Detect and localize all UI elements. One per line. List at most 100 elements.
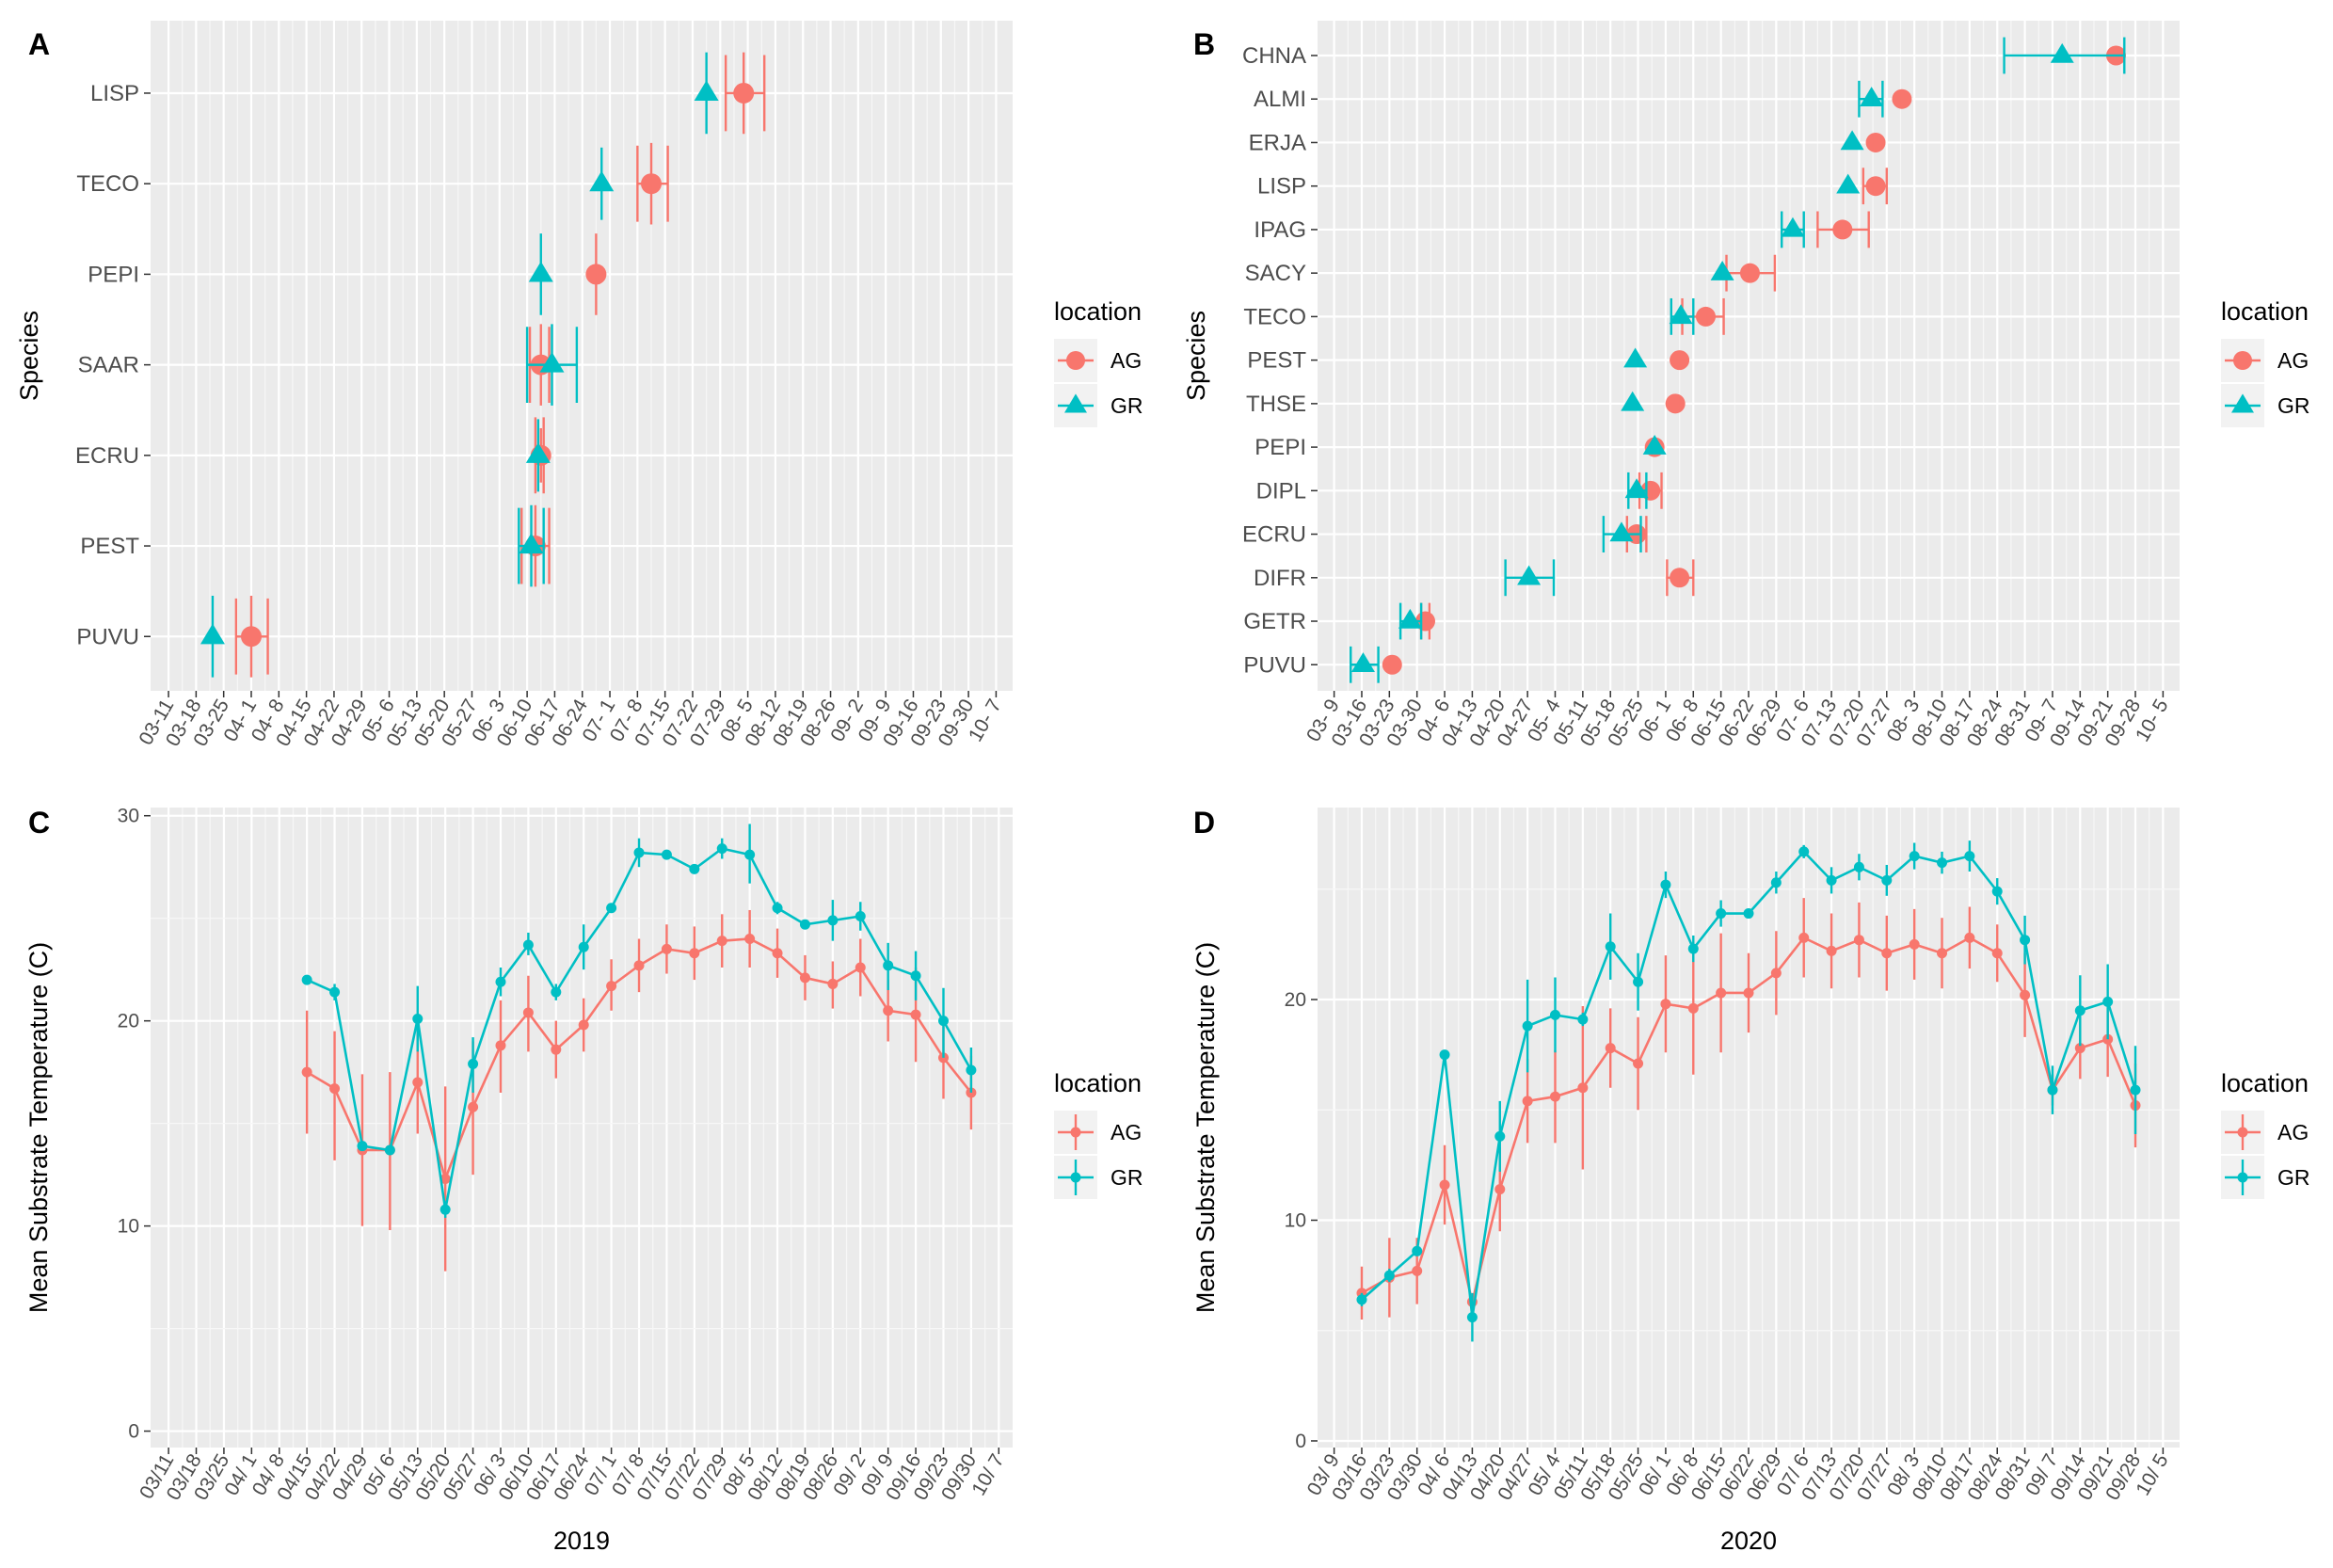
- species-label: LISP: [90, 81, 139, 106]
- ag-point: [1412, 1265, 1423, 1276]
- species-label: ECRU: [75, 443, 139, 469]
- gr-point: [1621, 391, 1645, 411]
- ag-point: [1881, 948, 1893, 959]
- ag-point: [744, 933, 756, 944]
- y-axis-label: Species: [1182, 311, 1210, 401]
- gr-point: [1991, 886, 2003, 897]
- ag-point: [1577, 1082, 1589, 1094]
- gr-point: [661, 849, 672, 860]
- gr-point: [1710, 261, 1734, 280]
- gr-point: [1517, 565, 1542, 585]
- ag-point: [1670, 568, 1690, 588]
- species-label: DIFR: [1254, 566, 1306, 591]
- legend-label: AG: [2277, 1120, 2309, 1144]
- ag-point: [1687, 1002, 1699, 1014]
- legend-label: AG: [2277, 348, 2309, 373]
- species-label: PEPI: [88, 262, 139, 287]
- gr-point: [1623, 347, 1648, 368]
- gr-point: [633, 847, 645, 858]
- ag-point: [1670, 350, 1690, 371]
- ag-point: [585, 264, 607, 285]
- ag-point: [1439, 1179, 1450, 1191]
- species-label: DIPL: [1256, 478, 1306, 504]
- species-label: SACY: [1245, 261, 1306, 286]
- gr-point: [694, 80, 719, 102]
- ag-point: [1743, 987, 1754, 999]
- legend-title: location: [1054, 1069, 1142, 1097]
- gr-point: [2020, 935, 2031, 946]
- ag-point: [1964, 932, 1975, 943]
- y-tick-label: 0: [128, 1421, 139, 1443]
- gr-point: [495, 976, 506, 987]
- gr-point: [716, 843, 727, 855]
- ag-point: [412, 1077, 423, 1088]
- gr-point: [1840, 130, 1864, 151]
- gr-point: [966, 1064, 977, 1076]
- x-axis-label: 2020: [1720, 1527, 1777, 1555]
- ag-point: [661, 943, 672, 954]
- gr-point: [1577, 1014, 1589, 1025]
- y-tick-label: 0: [1295, 1431, 1306, 1452]
- legend-title: location: [2221, 1069, 2309, 1097]
- gr-point: [200, 623, 225, 645]
- gr-point: [1669, 304, 1693, 325]
- species-label: TECO: [76, 171, 139, 197]
- gr-point: [1770, 877, 1782, 888]
- species-label: PEST: [1247, 348, 1306, 374]
- ag-point: [827, 978, 839, 989]
- gr-point: [1466, 1312, 1478, 1323]
- gr-point: [412, 1013, 423, 1024]
- species-label: ECRU: [1242, 522, 1306, 548]
- ag-point: [522, 1007, 534, 1018]
- gr-point: [357, 1141, 368, 1152]
- ag-point: [1937, 948, 1948, 959]
- ag-point: [733, 82, 755, 104]
- y-tick-label: 20: [1285, 989, 1306, 1011]
- ag-point: [2074, 1043, 2085, 1054]
- gr-point: [1642, 434, 1667, 455]
- ag-point: [772, 948, 783, 959]
- legend-marker: [1070, 1172, 1081, 1183]
- species-label: PUVU: [76, 624, 139, 649]
- gr-point: [1609, 521, 1634, 542]
- gr-point: [2050, 42, 2074, 63]
- legend-label: AG: [1111, 348, 1142, 373]
- ag-point: [1605, 1043, 1616, 1054]
- species-label: THSE: [1246, 392, 1306, 417]
- gr-point: [2102, 996, 2114, 1007]
- ag-point: [1633, 1058, 1644, 1069]
- ag-point: [1909, 938, 1920, 950]
- ag-point: [1549, 1091, 1560, 1102]
- ag-point: [1832, 219, 1853, 240]
- panel-letter: D: [1193, 806, 1215, 840]
- gr-point: [910, 970, 921, 982]
- gr-point: [2047, 1084, 2058, 1096]
- ag-point: [910, 1009, 921, 1020]
- legend-marker: [2237, 1172, 2248, 1183]
- species-label: SAAR: [78, 353, 139, 378]
- gr-point: [1356, 1294, 1367, 1305]
- legend-marker: [1064, 393, 1087, 413]
- gr-point: [578, 941, 589, 952]
- ag-point: [1865, 176, 1886, 197]
- y-tick-label: 30: [118, 806, 139, 827]
- legend-label: GR: [1111, 393, 1143, 418]
- species-label: PEPI: [1254, 435, 1306, 460]
- legend-marker: [2233, 351, 2252, 370]
- legend-marker: [1070, 1127, 1081, 1138]
- legend-label: AG: [1111, 1120, 1142, 1144]
- gr-point: [799, 919, 810, 930]
- gr-point: [301, 974, 312, 985]
- ag-point: [439, 1173, 451, 1184]
- ag-point: [1695, 306, 1716, 327]
- ag-point: [468, 1101, 479, 1112]
- y-axis-label: Mean Substrate Temperature (C): [24, 942, 53, 1313]
- gr-point: [1605, 941, 1616, 952]
- gr-point: [1881, 874, 1893, 886]
- gr-point: [606, 903, 617, 914]
- gr-point: [1798, 846, 1810, 857]
- legend-title: location: [2221, 297, 2309, 326]
- gr-point: [937, 1016, 949, 1027]
